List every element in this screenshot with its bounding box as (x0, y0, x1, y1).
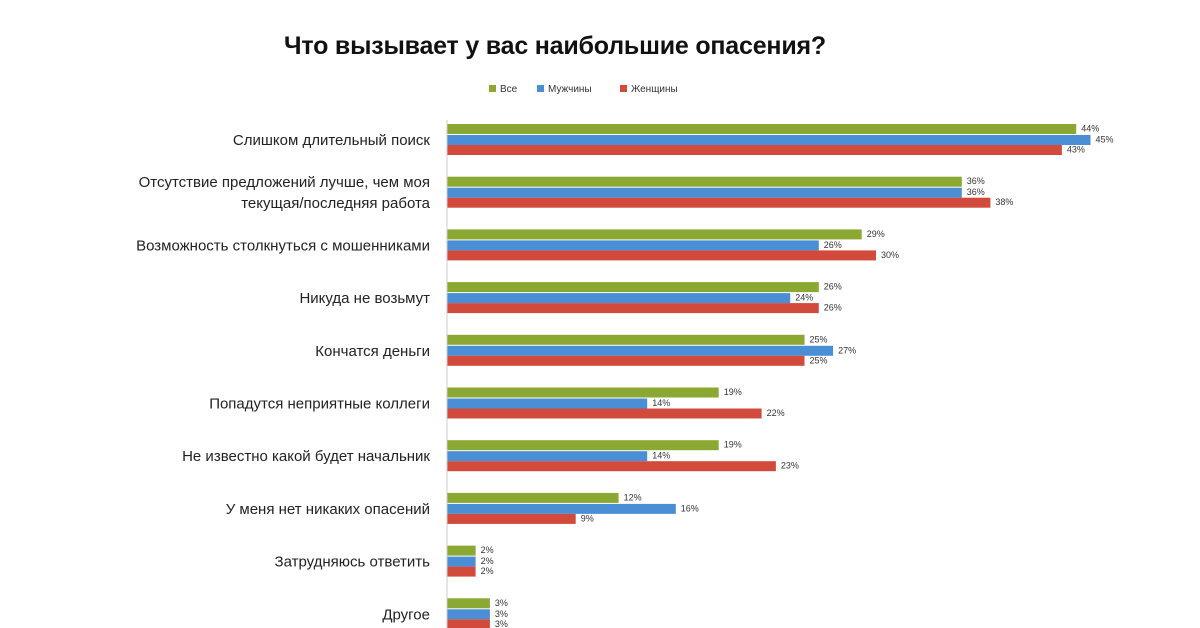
bar-1-2 (447, 197, 991, 208)
category-label-2-0: Возможность столкнуться с мошенниками (136, 237, 430, 254)
bar-3-1 (447, 293, 791, 304)
category-label-4-0: Кончатся деньги (315, 343, 430, 360)
value-label-5-1: 14% (652, 398, 670, 408)
bar-0-2 (447, 145, 1062, 155)
bar-2-1 (447, 240, 819, 251)
bar-0-1 (447, 135, 1091, 145)
value-label-7-2: 9% (581, 513, 594, 523)
value-label-6-0: 19% (724, 440, 742, 450)
chart-bars (447, 124, 1091, 628)
bar-9-0 (447, 598, 490, 609)
value-label-1-0: 36% (967, 176, 985, 186)
bar-2-2 (447, 250, 876, 261)
chart-legend: Все Мужчины Женщины (489, 84, 678, 95)
bar-0-0 (447, 124, 1077, 134)
value-label-5-2: 22% (767, 408, 785, 418)
legend-swatch-0 (489, 85, 496, 92)
bar-2-0 (447, 229, 862, 240)
bar-8-0 (447, 545, 476, 556)
category-label-9-0: Другое (382, 606, 430, 623)
value-label-8-0: 2% (481, 545, 494, 555)
bar-7-1 (447, 503, 676, 514)
legend-label-1: Мужчины (548, 84, 592, 95)
value-label-3-2: 26% (824, 303, 842, 313)
category-label-3-0: Никуда не возьмут (299, 290, 430, 307)
bar-6-0 (447, 440, 719, 451)
legend-swatch-2 (620, 85, 627, 92)
value-label-9-1: 3% (495, 609, 508, 619)
bar-3-2 (447, 303, 819, 314)
category-label-8-0: Затрудняюсь ответить (275, 554, 431, 571)
value-label-3-0: 26% (824, 282, 842, 292)
bar-5-2 (447, 408, 762, 419)
category-label-1-1: текущая/последняя работа (241, 195, 430, 212)
category-label-1-0: Отсутствие предложений лучше, чем моя (139, 174, 430, 191)
bar-8-1 (447, 556, 476, 567)
value-label-5-0: 19% (724, 387, 742, 397)
value-label-7-0: 12% (624, 492, 642, 502)
category-labels: Слишком длительный поиск Отсутствие предл… (136, 132, 431, 623)
value-label-4-0: 25% (810, 334, 828, 344)
value-label-8-2: 2% (481, 566, 494, 576)
value-label-4-1: 27% (838, 345, 856, 355)
value-label-7-1: 16% (681, 503, 699, 513)
value-label-6-1: 14% (652, 451, 670, 461)
legend-swatch-1 (537, 85, 544, 92)
value-labels: 44%45% 43% 36%36% 38% 29% 26% 30% 26% 24% 26% 25% 2… (481, 124, 1114, 628)
bar-4-2 (447, 355, 805, 366)
value-label-0-1: 45% (1096, 135, 1114, 145)
bar-6-2 (447, 461, 776, 472)
value-label-9-2: 3% (495, 619, 508, 628)
value-label-9-0: 3% (495, 598, 508, 608)
category-label-0-0: Слишком длительный поиск (233, 132, 431, 149)
category-label-7-0: У меня нет никаких опасений (226, 501, 430, 518)
value-label-2-1: 26% (824, 240, 842, 250)
bar-9-1 (447, 609, 490, 620)
category-label-6-0: Не известно какой будет начальник (182, 448, 430, 465)
value-label-1-2: 38% (995, 197, 1013, 207)
legend-label-2: Женщины (631, 84, 678, 95)
value-label-6-2: 23% (781, 461, 799, 471)
value-label-0-0: 44% (1081, 124, 1099, 134)
value-label-4-2: 25% (810, 355, 828, 365)
bar-7-0 (447, 492, 619, 503)
legend-label-0: Все (500, 84, 518, 95)
bar-1-0 (447, 176, 962, 187)
chart-title: Что вызывает у вас наибольшие опасения? (284, 32, 826, 60)
bar-1-1 (447, 187, 962, 198)
bar-5-1 (447, 398, 648, 409)
value-label-2-2: 30% (881, 250, 899, 260)
bar-6-1 (447, 451, 648, 462)
value-label-8-1: 2% (481, 556, 494, 566)
bar-8-2 (447, 566, 476, 577)
value-label-2-0: 29% (867, 229, 885, 239)
bar-4-0 (447, 334, 805, 345)
bar-4-1 (447, 345, 834, 356)
bar-3-0 (447, 282, 819, 293)
value-label-0-2: 43% (1067, 145, 1085, 155)
value-label-3-1: 24% (795, 293, 813, 303)
category-label-5-0: Попадутся неприятные коллеги (209, 396, 430, 413)
bar-9-2 (447, 619, 490, 628)
bar-7-2 (447, 513, 576, 524)
bar-5-0 (447, 387, 719, 398)
value-label-1-1: 36% (967, 187, 985, 197)
